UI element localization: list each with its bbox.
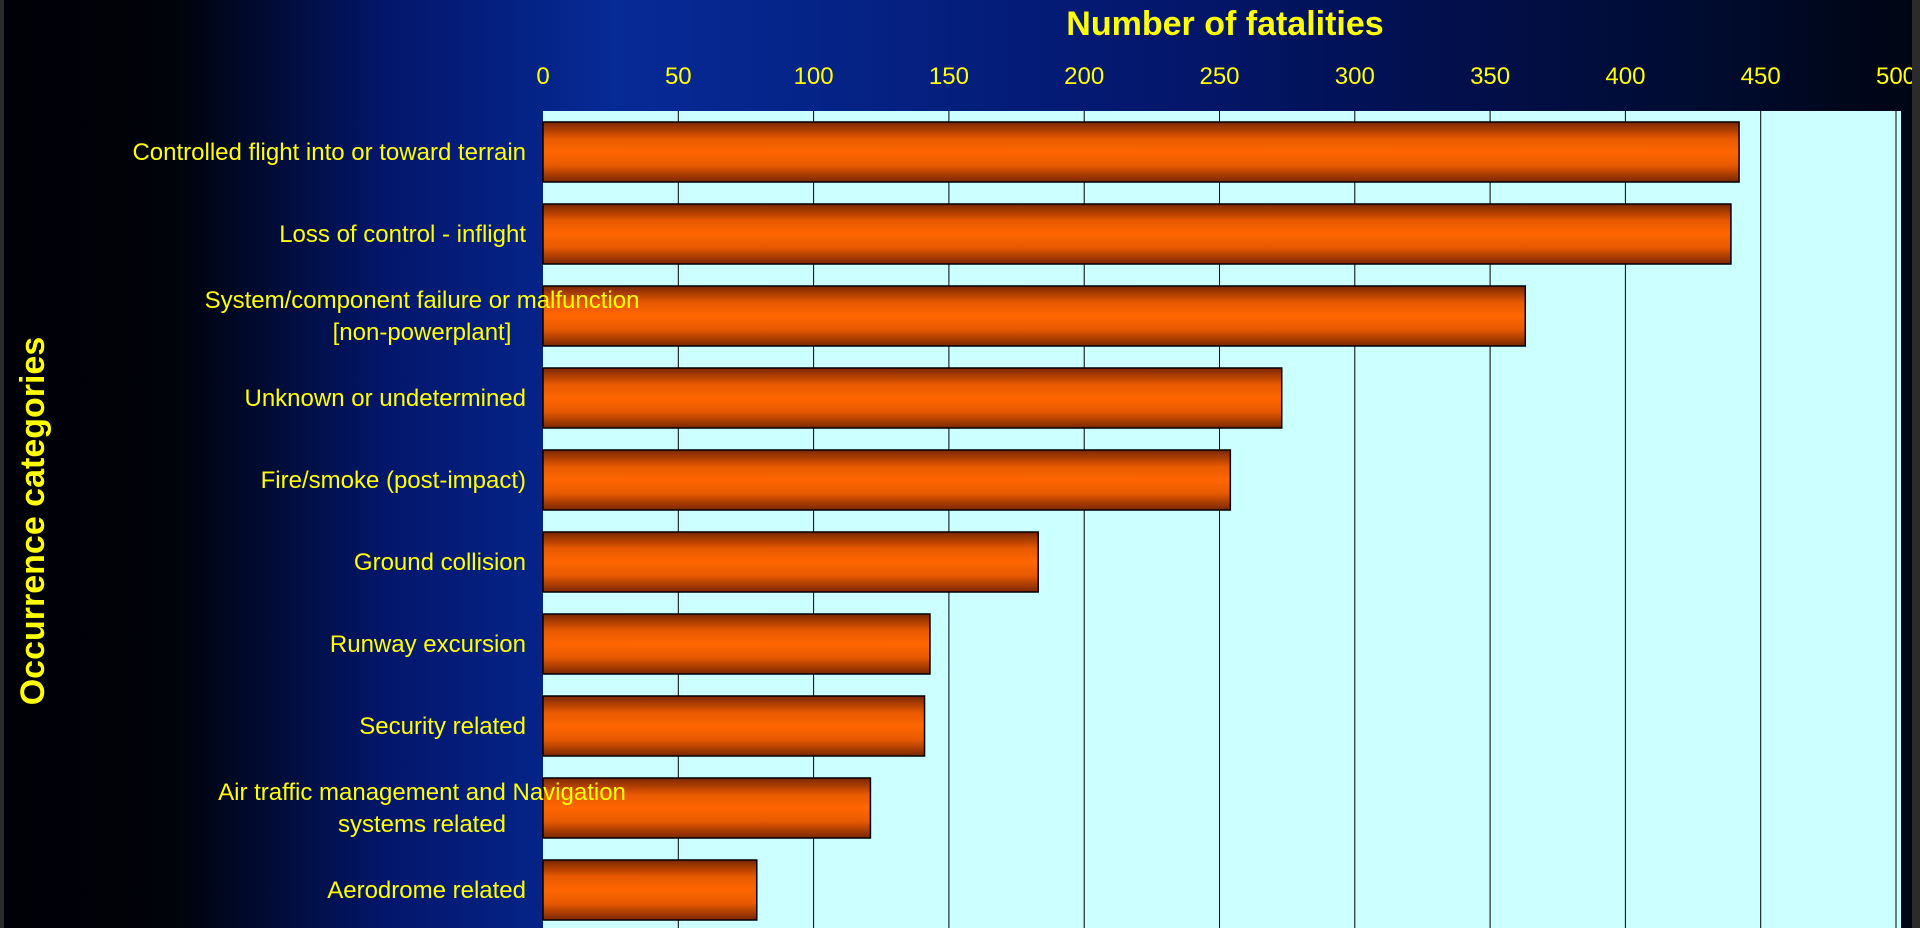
bar	[542, 695, 926, 757]
x-tick-label: 100	[794, 63, 834, 90]
category-label: Runway excursion	[330, 631, 526, 658]
category-label: Security related	[359, 713, 526, 740]
x-tick-labels: 0 50 100 150 200 250 300 350 400 450 500	[536, 63, 1912, 90]
bars	[542, 121, 1740, 921]
bar-chart: 0 50 100 150 200 250 300 350 400 450 500 Controlle…	[14, 5, 1912, 928]
bar	[542, 285, 1527, 347]
bar	[542, 531, 1039, 593]
category-label: Unknown or undetermined	[245, 385, 527, 412]
category-label: Ground collision	[354, 549, 526, 576]
category-labels: Controlled flight into or toward terrain…	[132, 139, 639, 904]
y-axis-title: Occurrence categories	[14, 337, 52, 706]
x-tick-label: 250	[1199, 63, 1239, 90]
category-label: Fire/smoke (post-impact)	[261, 467, 526, 494]
bar	[542, 121, 1740, 183]
x-tick-label: 200	[1064, 63, 1104, 90]
bar	[542, 859, 758, 921]
category-label: System/component failure or malfunction[…	[205, 287, 640, 346]
x-tick-label: 0	[536, 63, 549, 90]
x-tick-label: 350	[1470, 63, 1510, 90]
bar	[542, 367, 1283, 429]
x-tick-label: 300	[1335, 63, 1375, 90]
x-tick-label: 50	[665, 63, 692, 90]
bar	[542, 613, 931, 675]
category-label: Air traffic management and Navigation sys…	[218, 779, 626, 838]
bar	[542, 777, 872, 839]
x-tick-label: 150	[929, 63, 969, 90]
x-tick-label: 450	[1741, 63, 1781, 90]
x-axis-title: Number of fatalities	[1066, 5, 1383, 43]
x-tick-label: 500	[1876, 63, 1912, 90]
bar	[542, 203, 1732, 265]
slide-background: 0 50 100 150 200 250 300 350 400 450 500 Controlle…	[4, 0, 1912, 928]
x-tick-label: 400	[1605, 63, 1645, 90]
category-label: Aerodrome related	[327, 877, 526, 904]
category-label: Controlled flight into or toward terrain	[132, 139, 526, 166]
category-label: Loss of control - inflight	[279, 221, 526, 248]
bar	[542, 449, 1232, 511]
